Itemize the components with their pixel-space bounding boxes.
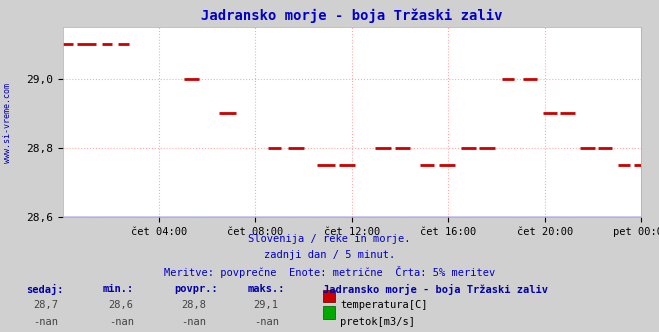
Text: www.si-vreme.com: www.si-vreme.com (3, 83, 13, 163)
Text: min.:: min.: (102, 284, 133, 294)
Text: Slovenija / reke in morje.: Slovenija / reke in morje. (248, 234, 411, 244)
Text: 28,7: 28,7 (33, 300, 58, 310)
Text: -nan: -nan (109, 317, 134, 327)
Text: povpr.:: povpr.: (175, 284, 218, 294)
Text: 28,8: 28,8 (181, 300, 206, 310)
Text: temperatura[C]: temperatura[C] (340, 300, 428, 310)
Text: -nan: -nan (254, 317, 279, 327)
Text: 29,1: 29,1 (254, 300, 279, 310)
Text: Meritve: povprečne  Enote: metrične  Črta: 5% meritev: Meritve: povprečne Enote: metrične Črta:… (164, 266, 495, 278)
Text: 28,6: 28,6 (109, 300, 134, 310)
Text: -nan: -nan (33, 317, 58, 327)
Text: zadnji dan / 5 minut.: zadnji dan / 5 minut. (264, 250, 395, 260)
Text: Jadransko morje - boja Tržaski zaliv: Jadransko morje - boja Tržaski zaliv (323, 284, 548, 295)
Text: sedaj:: sedaj: (26, 284, 64, 295)
Title: Jadransko morje - boja Tržaski zaliv: Jadransko morje - boja Tržaski zaliv (201, 8, 503, 23)
Text: -nan: -nan (181, 317, 206, 327)
Text: maks.:: maks.: (247, 284, 285, 294)
Text: pretok[m3/s]: pretok[m3/s] (340, 317, 415, 327)
